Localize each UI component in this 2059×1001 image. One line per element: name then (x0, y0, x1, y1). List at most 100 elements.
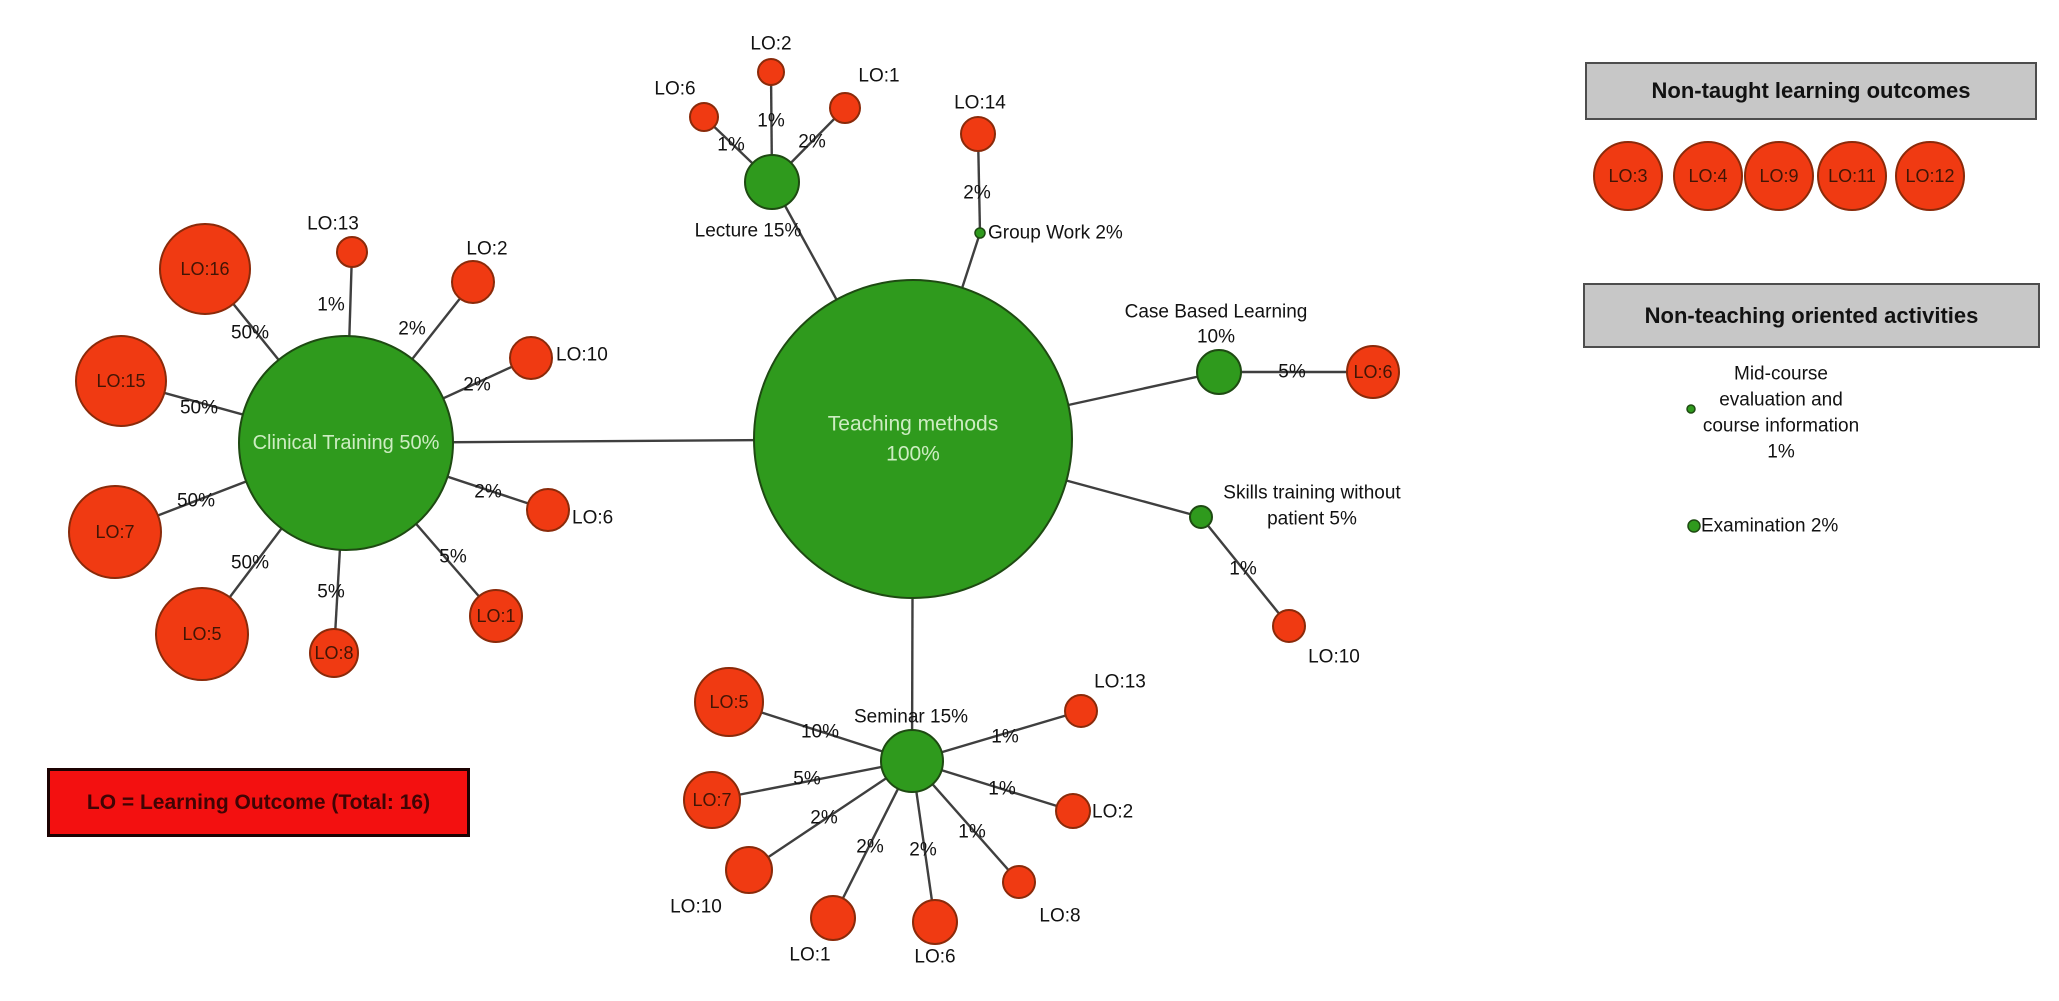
node-label-l2: LO:2 (750, 34, 791, 55)
node-c1 (469, 589, 523, 643)
edge-label-lecture-l1: 2% (798, 132, 826, 153)
node-c2 (451, 260, 495, 304)
node-midcourse (1686, 404, 1696, 414)
node-label-teaching-line1: Teaching methods (828, 413, 998, 436)
node-lecture (744, 154, 800, 210)
node-label-c15: LO:15 (96, 371, 145, 391)
non-teaching-panel-title: Non-teaching oriented activities (1644, 302, 1979, 328)
node-c10 (509, 336, 553, 380)
node-l2 (757, 58, 785, 86)
node-m2 (1055, 793, 1091, 829)
node-l1 (829, 92, 861, 124)
node-cbl (1196, 349, 1242, 395)
node-s10 (1272, 609, 1306, 643)
node-label-c8: LO:8 (314, 643, 353, 663)
edge-label-skills-s10: 1% (1229, 559, 1257, 580)
node-label-l6: LO:6 (654, 79, 695, 100)
edge-label-lecture-l2: 1% (757, 111, 785, 132)
node-label-lo9: LO:9 (1759, 166, 1798, 186)
node-lo3 (1593, 141, 1663, 211)
node-label-m5: LO:5 (709, 692, 748, 712)
node-label-cbl-line1: Case Based Learning (1125, 302, 1308, 323)
edge-label-clinical-c7: 50% (177, 491, 215, 512)
node-seminar (880, 729, 944, 793)
edge-label-cbl-b6: 5% (1278, 362, 1306, 383)
node-lo12 (1895, 141, 1965, 211)
lo-note-box: LO = Learning Outcome (Total: 16) (47, 768, 470, 837)
edge-label-seminar-m2: 1% (988, 779, 1016, 800)
edge-seminar-m10 (748, 760, 913, 871)
node-label-lo11: LO:11 (1828, 166, 1876, 186)
node-label-m8: LO:8 (1039, 906, 1080, 927)
node-m6 (912, 899, 958, 945)
node-m7 (683, 771, 741, 829)
non-teaching-panel-header: Non-teaching oriented activities (1583, 283, 2040, 348)
edge-label-clinical-c13: 1% (317, 295, 345, 316)
node-lo9 (1744, 141, 1814, 211)
node-label-exam: Examination 2% (1701, 516, 1838, 537)
node-label-c1: LO:1 (476, 606, 515, 626)
node-c15 (75, 335, 167, 427)
node-m13 (1064, 694, 1098, 728)
node-label-lecture: Lecture 15% (695, 221, 802, 242)
edge-label-clinical-c2: 2% (398, 319, 426, 340)
node-skills (1189, 505, 1213, 529)
node-label-m6: LO:6 (914, 947, 955, 968)
node-label-skills-line1: Skills training without (1223, 483, 1401, 504)
node-label-m10: LO:10 (670, 897, 722, 918)
node-label-c10: LO:10 (556, 345, 608, 366)
node-label-skills-line2: patient 5% (1267, 509, 1357, 530)
node-label-seminar: Seminar 15% (854, 707, 968, 728)
node-label-groupwork: Group Work 2% (988, 223, 1123, 244)
edge-label-seminar-m6: 2% (909, 840, 937, 861)
node-label-lo12: LO:12 (1905, 166, 1954, 186)
edge-label-clinical-c5: 50% (231, 553, 269, 574)
node-label-teaching-line2: 100% (886, 443, 940, 466)
edge-label-groupwork-g14: 2% (963, 183, 991, 204)
node-label-m1: LO:1 (789, 945, 830, 966)
node-label-lo4: LO:4 (1688, 166, 1727, 186)
node-label-c6: LO:6 (572, 508, 613, 529)
node-label-l1: LO:1 (858, 66, 899, 87)
node-c5 (155, 587, 249, 681)
edge-label-seminar-m5: 10% (801, 722, 839, 743)
node-label-clinical: Clinical Training 50% (253, 432, 440, 454)
node-label-c5: LO:5 (182, 624, 221, 644)
edge-skills-s10 (1200, 516, 1290, 627)
node-label-c13: LO:13 (307, 214, 359, 235)
node-label-g14: LO:14 (954, 93, 1006, 114)
edge-label-clinical-c10: 2% (463, 375, 491, 396)
edge-label-clinical-c6: 2% (474, 482, 502, 503)
node-m1 (810, 895, 856, 941)
node-clinical (238, 335, 454, 551)
node-g14 (960, 116, 996, 152)
node-label-midcourse-line4: 1% (1767, 442, 1795, 463)
node-teaching (753, 279, 1073, 599)
node-m5 (694, 667, 764, 737)
node-label-m7: LO:7 (692, 790, 731, 810)
node-label-m13: LO:13 (1094, 672, 1146, 693)
node-label-midcourse-line1: Mid-course (1734, 364, 1828, 385)
edge-label-clinical-c15: 50% (180, 398, 218, 419)
non-taught-panel-title: Non-taught learning outcomes (1651, 78, 1971, 103)
node-c7 (68, 485, 162, 579)
lo-note-text: LO = Learning Outcome (Total: 16) (86, 790, 431, 814)
node-label-lo3: LO:3 (1608, 166, 1647, 186)
node-c13 (336, 236, 368, 268)
node-label-s10: LO:10 (1308, 647, 1360, 668)
node-exam (1687, 519, 1701, 533)
node-m10 (725, 846, 773, 894)
node-c8 (309, 628, 359, 678)
node-l6 (689, 102, 719, 132)
edge-label-clinical-c16: 50% (231, 323, 269, 344)
node-c6 (526, 488, 570, 532)
node-lo4 (1673, 141, 1743, 211)
node-label-cbl-line2: 10% (1197, 327, 1235, 348)
non-taught-panel-header: Non-taught learning outcomes (1585, 62, 2037, 120)
node-label-c16: LO:16 (180, 259, 229, 279)
node-label-c2: LO:2 (466, 239, 507, 260)
node-c16 (159, 223, 251, 315)
edge-label-seminar-m8: 1% (958, 822, 986, 843)
